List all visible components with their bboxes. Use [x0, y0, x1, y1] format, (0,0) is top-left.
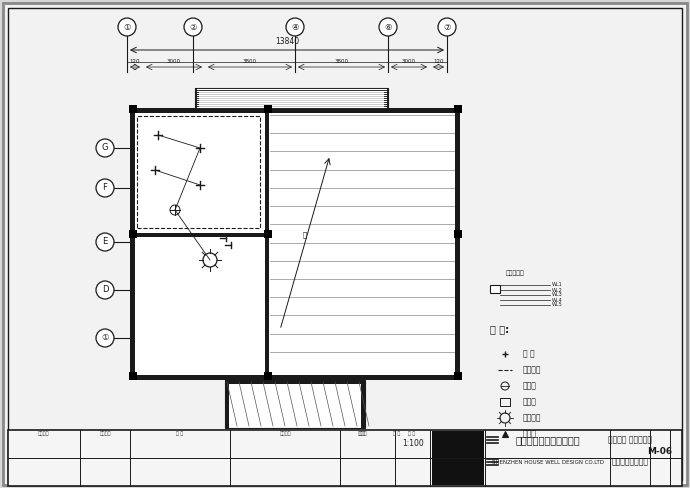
Bar [264, 230, 272, 238]
Bar [195, 88, 388, 92]
Bar [137, 116, 260, 228]
Bar [135, 113, 265, 233]
Bar [129, 372, 137, 380]
Text: 3000: 3000 [402, 59, 416, 64]
Text: 3000: 3000 [167, 59, 181, 64]
Text: E: E [102, 238, 108, 246]
Bar [269, 113, 455, 375]
Bar [129, 230, 137, 238]
Bar [454, 372, 462, 380]
Bar [264, 105, 272, 113]
Text: 深圳好思威设计有限公司: 深圳好思威设计有限公司 [515, 435, 580, 445]
Bar [361, 380, 365, 428]
Bar [490, 285, 500, 293]
Text: 日式别墅 装饰施工图: 日式别墅 装饰施工图 [608, 435, 652, 445]
Circle shape [96, 179, 114, 197]
Bar [225, 380, 229, 428]
Text: 工程名称: 工程名称 [38, 430, 50, 435]
Text: D: D [101, 285, 108, 294]
Bar [264, 372, 272, 380]
Text: 图 例:: 图 例: [490, 324, 509, 334]
Bar [225, 380, 365, 384]
Text: 120: 120 [433, 59, 444, 64]
Bar [225, 380, 365, 428]
Text: 装饰吊灯: 装饰吊灯 [523, 413, 542, 423]
Text: ⑦: ⑦ [443, 22, 451, 32]
Bar [135, 237, 265, 375]
Text: 比 例: 比 例 [408, 430, 415, 435]
Text: M-06: M-06 [647, 447, 673, 456]
Text: 筒顶灯管: 筒顶灯管 [523, 366, 542, 374]
Bar [130, 233, 265, 237]
Text: WL5: WL5 [552, 303, 563, 307]
Circle shape [96, 281, 114, 299]
Circle shape [96, 329, 114, 347]
Text: 排气扇: 排气扇 [523, 398, 537, 407]
Text: ①: ① [101, 333, 109, 343]
Text: G: G [101, 143, 108, 152]
Circle shape [96, 139, 114, 157]
Text: 配电箱位置: 配电箱位置 [506, 270, 524, 276]
Bar [130, 375, 460, 380]
Text: WL2: WL2 [552, 287, 563, 292]
Text: ①: ① [124, 22, 130, 32]
Text: 设计号: 设计号 [359, 430, 367, 435]
Text: 3800: 3800 [243, 59, 257, 64]
Circle shape [438, 18, 456, 36]
Text: WL1: WL1 [552, 283, 563, 287]
Circle shape [96, 233, 114, 251]
Bar [432, 431, 484, 485]
Bar [265, 108, 269, 380]
Bar [130, 108, 460, 113]
Text: F: F [103, 183, 108, 192]
Text: 图纸内容: 图纸内容 [279, 430, 290, 435]
Text: 疏散灯: 疏散灯 [523, 429, 537, 439]
Text: SHENZHEN HOUSE WELL DESIGN CO.LTD: SHENZHEN HOUSE WELL DESIGN CO.LTD [492, 460, 604, 465]
Bar [8, 430, 682, 486]
Text: 3800: 3800 [335, 59, 348, 64]
Text: ④: ④ [291, 22, 299, 32]
Circle shape [379, 18, 397, 36]
Text: 13840: 13840 [275, 37, 299, 46]
Bar [130, 108, 135, 380]
Bar [129, 105, 137, 113]
Text: ⑥: ⑥ [384, 22, 392, 32]
Text: 壁顶灯: 壁顶灯 [523, 382, 537, 390]
Text: 子 项: 子 项 [177, 430, 184, 435]
Bar [195, 88, 199, 110]
Text: 图 号: 图 号 [358, 430, 366, 435]
Text: 筒 灯: 筒 灯 [523, 349, 535, 359]
Circle shape [184, 18, 202, 36]
Bar [454, 230, 462, 238]
Text: 阁楼层开关布置图: 阁楼层开关布置图 [611, 458, 649, 467]
Text: 建设单位: 建设单位 [99, 430, 111, 435]
Text: 120: 120 [130, 59, 140, 64]
Text: 1:100: 1:100 [402, 439, 424, 447]
Circle shape [118, 18, 136, 36]
Text: WL4: WL4 [552, 298, 563, 303]
Circle shape [286, 18, 304, 36]
Text: 日 期: 日 期 [393, 430, 401, 435]
Text: 下: 下 [303, 232, 307, 238]
Bar [455, 108, 460, 380]
Text: WL3: WL3 [552, 292, 563, 298]
Bar [500, 398, 510, 406]
Text: ②: ② [189, 22, 197, 32]
Bar [384, 88, 388, 110]
Bar [454, 105, 462, 113]
Bar [195, 88, 388, 110]
